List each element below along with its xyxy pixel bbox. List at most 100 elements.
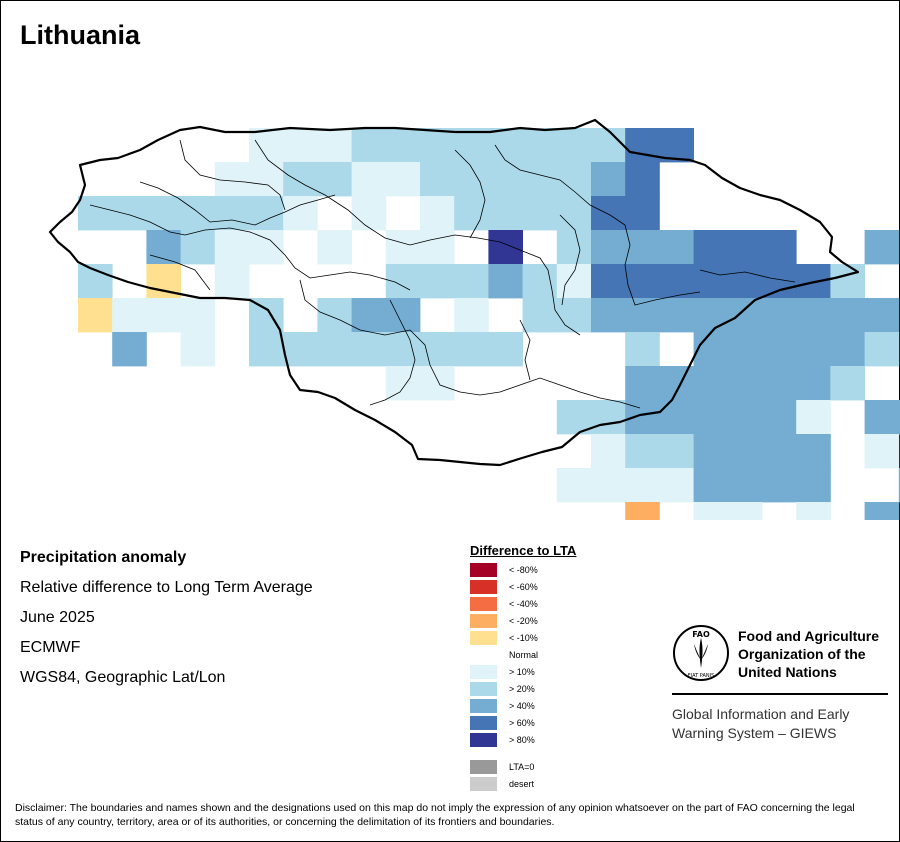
grid-cell [351,196,387,231]
info-heading: Precipitation anomaly [20,549,187,566]
grid-cell [864,502,900,520]
disclaimer: Disclaimer: The boundaries and names sho… [15,802,855,828]
grid-cell [727,468,763,503]
grid-cell [556,264,592,299]
grid-cell [796,366,831,401]
legend-swatch [470,631,497,645]
grid-cell [727,298,763,333]
legend-swatch [470,597,497,611]
grid-cell [762,332,797,367]
grid-cell [180,332,216,367]
grid-cell [214,230,250,265]
legend-swatch [470,580,497,594]
info-subheading: Relative difference to Long Term Average [20,579,313,596]
grid-cell [556,230,592,265]
grid-cell [522,298,558,333]
legend-title: Difference to LTA [470,543,577,558]
grid-cell [625,230,660,265]
grid-cell [830,264,865,299]
grid-cell [796,502,831,520]
legend-swatch [470,777,497,791]
grid-cell [591,128,626,163]
grid-cell [727,264,763,299]
grid-cell [659,298,694,333]
grid-cell [659,400,694,435]
giews-name: Global Information and Early Warning Sys… [672,706,850,741]
grid-cell [625,502,660,520]
grid-cell [420,264,455,299]
grid-cell [214,264,250,299]
grid-cell [659,434,694,469]
grid-cell [693,366,729,401]
grid-cell [488,128,523,163]
district-borders [89,139,796,409]
grid-cell [591,264,626,299]
grid-cell [112,332,147,367]
grid-cell [864,332,900,367]
grid-cell [830,332,865,367]
fao-logo-motto: FIAT PANIS [688,673,715,679]
grid-cell [146,196,181,231]
grid-cell [693,332,729,367]
grid-cell [625,298,660,333]
grid-cell [180,298,216,333]
grid-cell [317,230,352,265]
grid-cell [522,196,558,231]
grid-cell [591,468,626,503]
fao-logo: FAO FIAT PANIS [673,625,729,681]
grid-cell [180,196,216,231]
grid-cell [249,332,284,367]
grid-cell [762,400,797,435]
grid-cell [591,230,626,265]
grid-cell [454,332,489,367]
grid-cell [283,332,318,367]
grid-cell [762,366,797,401]
fao-divider [672,693,888,695]
grid-cell [454,264,489,299]
grid-cell [796,332,831,367]
grid-cell [693,264,729,299]
grid-cell [385,230,421,265]
grid-cell [351,332,387,367]
grid-cell [112,196,147,231]
grid-cell [180,230,216,265]
grid-cell [693,230,729,265]
grid-cell [762,434,797,469]
grid-cell [420,366,455,401]
grid-cell [830,298,865,333]
legend-label: > 40% [509,701,535,711]
grid-cell [488,230,523,265]
legend-label: < -60% [509,582,538,592]
grid-cell [488,264,523,299]
grid-cell [830,366,865,401]
grid-cell [488,332,523,367]
grid-cell [591,298,626,333]
legend-swatch [470,760,497,774]
grid-cell [385,366,421,401]
grid-cell [556,196,592,231]
grid-cell [556,400,592,435]
legend-swatch [470,716,497,730]
grid-cell [317,332,352,367]
legend-swatch [470,733,497,747]
grid-cell [898,468,900,503]
legend-swatch [470,648,497,662]
grid-cell [591,162,626,197]
grid-cell [762,230,797,265]
grid-cell [454,298,489,333]
legend-label: desert [509,779,535,789]
grid-cell [864,400,900,435]
grid-cell [864,230,900,265]
grid-cell [78,298,113,333]
grid-cell [385,162,421,197]
legend-label: Normal [509,650,539,660]
grid-cell [420,230,455,265]
grid-cell [659,128,694,163]
grid-cell [659,468,694,503]
grid-cell [693,400,729,435]
grid-cell [864,298,900,333]
map-info: Precipitation anomaly Relative differenc… [20,548,313,698]
grid-cell [249,230,284,265]
grid-cell [385,128,421,163]
grid-cell [556,128,592,163]
